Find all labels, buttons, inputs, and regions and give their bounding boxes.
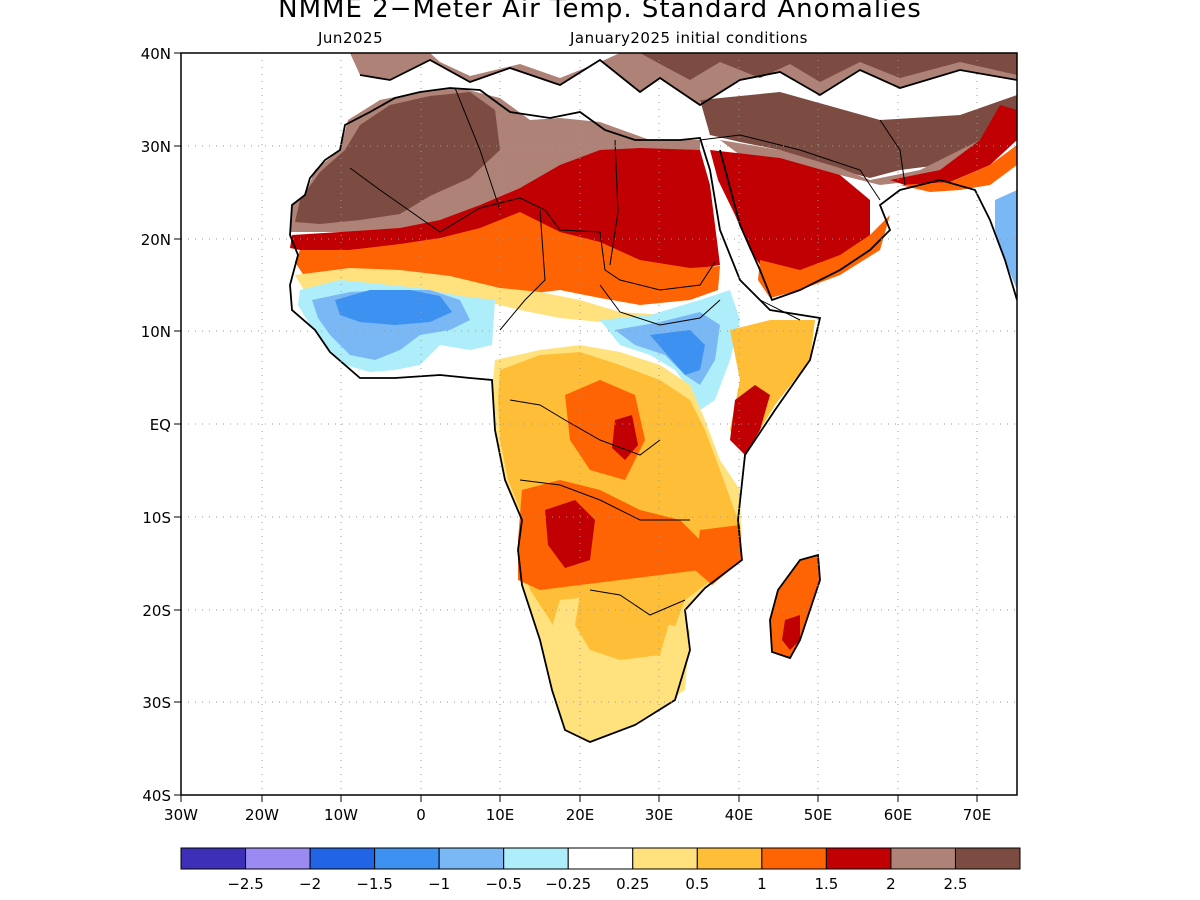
south-sudan-deep-blue [650,330,705,375]
colorbar-swatch [761,847,827,870]
colorbar-label: 1.5 [814,875,838,893]
europe-dark-patch [640,53,1017,82]
africa-coastline [289,87,822,743]
colorbar-label: 2 [886,875,896,893]
lon-label: 30E [645,806,674,824]
madagascar-red [782,615,800,650]
sahara-red-band [290,148,720,270]
lat-label: 10S [142,509,171,527]
colorbar-swatch [825,847,892,870]
colorbar-label: −1 [428,875,450,893]
colorbar-labels: −2.5 −2 −1.5 −1 −0.5 −0.25 0.25 0.5 1 1.… [227,875,967,893]
lat-label: 40S [142,787,171,805]
sahara-brown-dark [295,92,500,224]
colorbar-label: 1 [757,875,767,893]
colorbar [180,847,1021,870]
anomaly-field [290,53,1017,742]
lon-labels: 30W 20W 10W 0 10E 20E 30E 40E 50E 60E 70… [164,806,991,824]
colorbar-label: 0.5 [685,875,709,893]
coastlines [289,58,1017,743]
east-africa-red-coast [730,385,770,455]
arabia-brown [700,92,1017,178]
lat-label: 10N [141,323,171,341]
colorbar-label: −0.5 [485,875,521,893]
colorbar-swatch [180,847,247,870]
lat-label: 40N [141,45,171,63]
europe-white-gap [430,53,620,78]
lat-label: 20N [141,231,171,249]
drc-red-patch [612,415,638,460]
lat-label: 20S [142,602,171,620]
lon-label: 20E [566,806,595,824]
colorbar-label: −1.5 [356,875,392,893]
lon-label: 30W [164,806,198,824]
mozambique-orange [695,525,742,585]
lon-label: 10E [486,806,515,824]
colorbar-swatch [245,847,311,870]
map-title: NMME 2−Meter Air Temp. Standard Anomalie… [278,0,922,24]
colorbar-swatch [309,847,376,870]
colorbar-swatch [954,847,1021,870]
lat-labels: 40N 30N 20N 10N EQ 10S 20S 30S 40S [141,45,171,805]
lat-label: 30N [141,138,171,156]
colorbar-label: −2 [299,875,321,893]
europe-coastline [359,58,1017,107]
colorbar-label: 2.5 [944,875,968,893]
india-blue [995,190,1017,290]
angola-red-patch [545,500,595,568]
india-orange [900,145,1017,192]
lon-tick-marks [180,795,978,802]
colorbar-swatch [503,847,569,870]
grid-lines [181,53,1017,795]
madagascar [770,555,820,658]
colorbar-swatch [374,847,440,870]
colorbar-label: −0.25 [545,875,591,893]
colorbar-swatch [890,847,956,870]
colorbar-swatch [438,847,505,870]
lon-label: 10W [324,806,358,824]
lon-label: 40E [725,806,754,824]
country-borders [349,87,906,616]
colorbar-label: −2.5 [227,875,263,893]
sahel-yellow-band [295,268,720,326]
lon-label: 60E [884,806,913,824]
lat-tick-marks [174,52,181,796]
arabia-coastline [719,149,1017,302]
colorbar-label: 0.25 [616,875,649,893]
west-africa-deep-blue [335,290,452,325]
lon-label: 20W [245,806,279,824]
colorbar-swatch [567,847,634,870]
arabia-light-brown [720,115,1017,185]
colorbar-swatch [632,847,698,870]
botswana-orange [575,595,670,660]
lon-label: 0 [416,806,426,824]
forecast-month: Jun2025 [318,29,384,47]
lon-label: 50E [804,806,833,824]
pakistan-red [890,105,1017,185]
lat-label: 30S [142,694,171,712]
colorbar-swatch [696,847,763,870]
arabia-orange-edge [758,215,890,298]
madagascar-coastline [769,553,821,660]
initial-conditions: January2025 initial conditions [570,29,808,47]
lat-label: EQ [150,416,171,434]
lon-label: 70E [963,806,992,824]
